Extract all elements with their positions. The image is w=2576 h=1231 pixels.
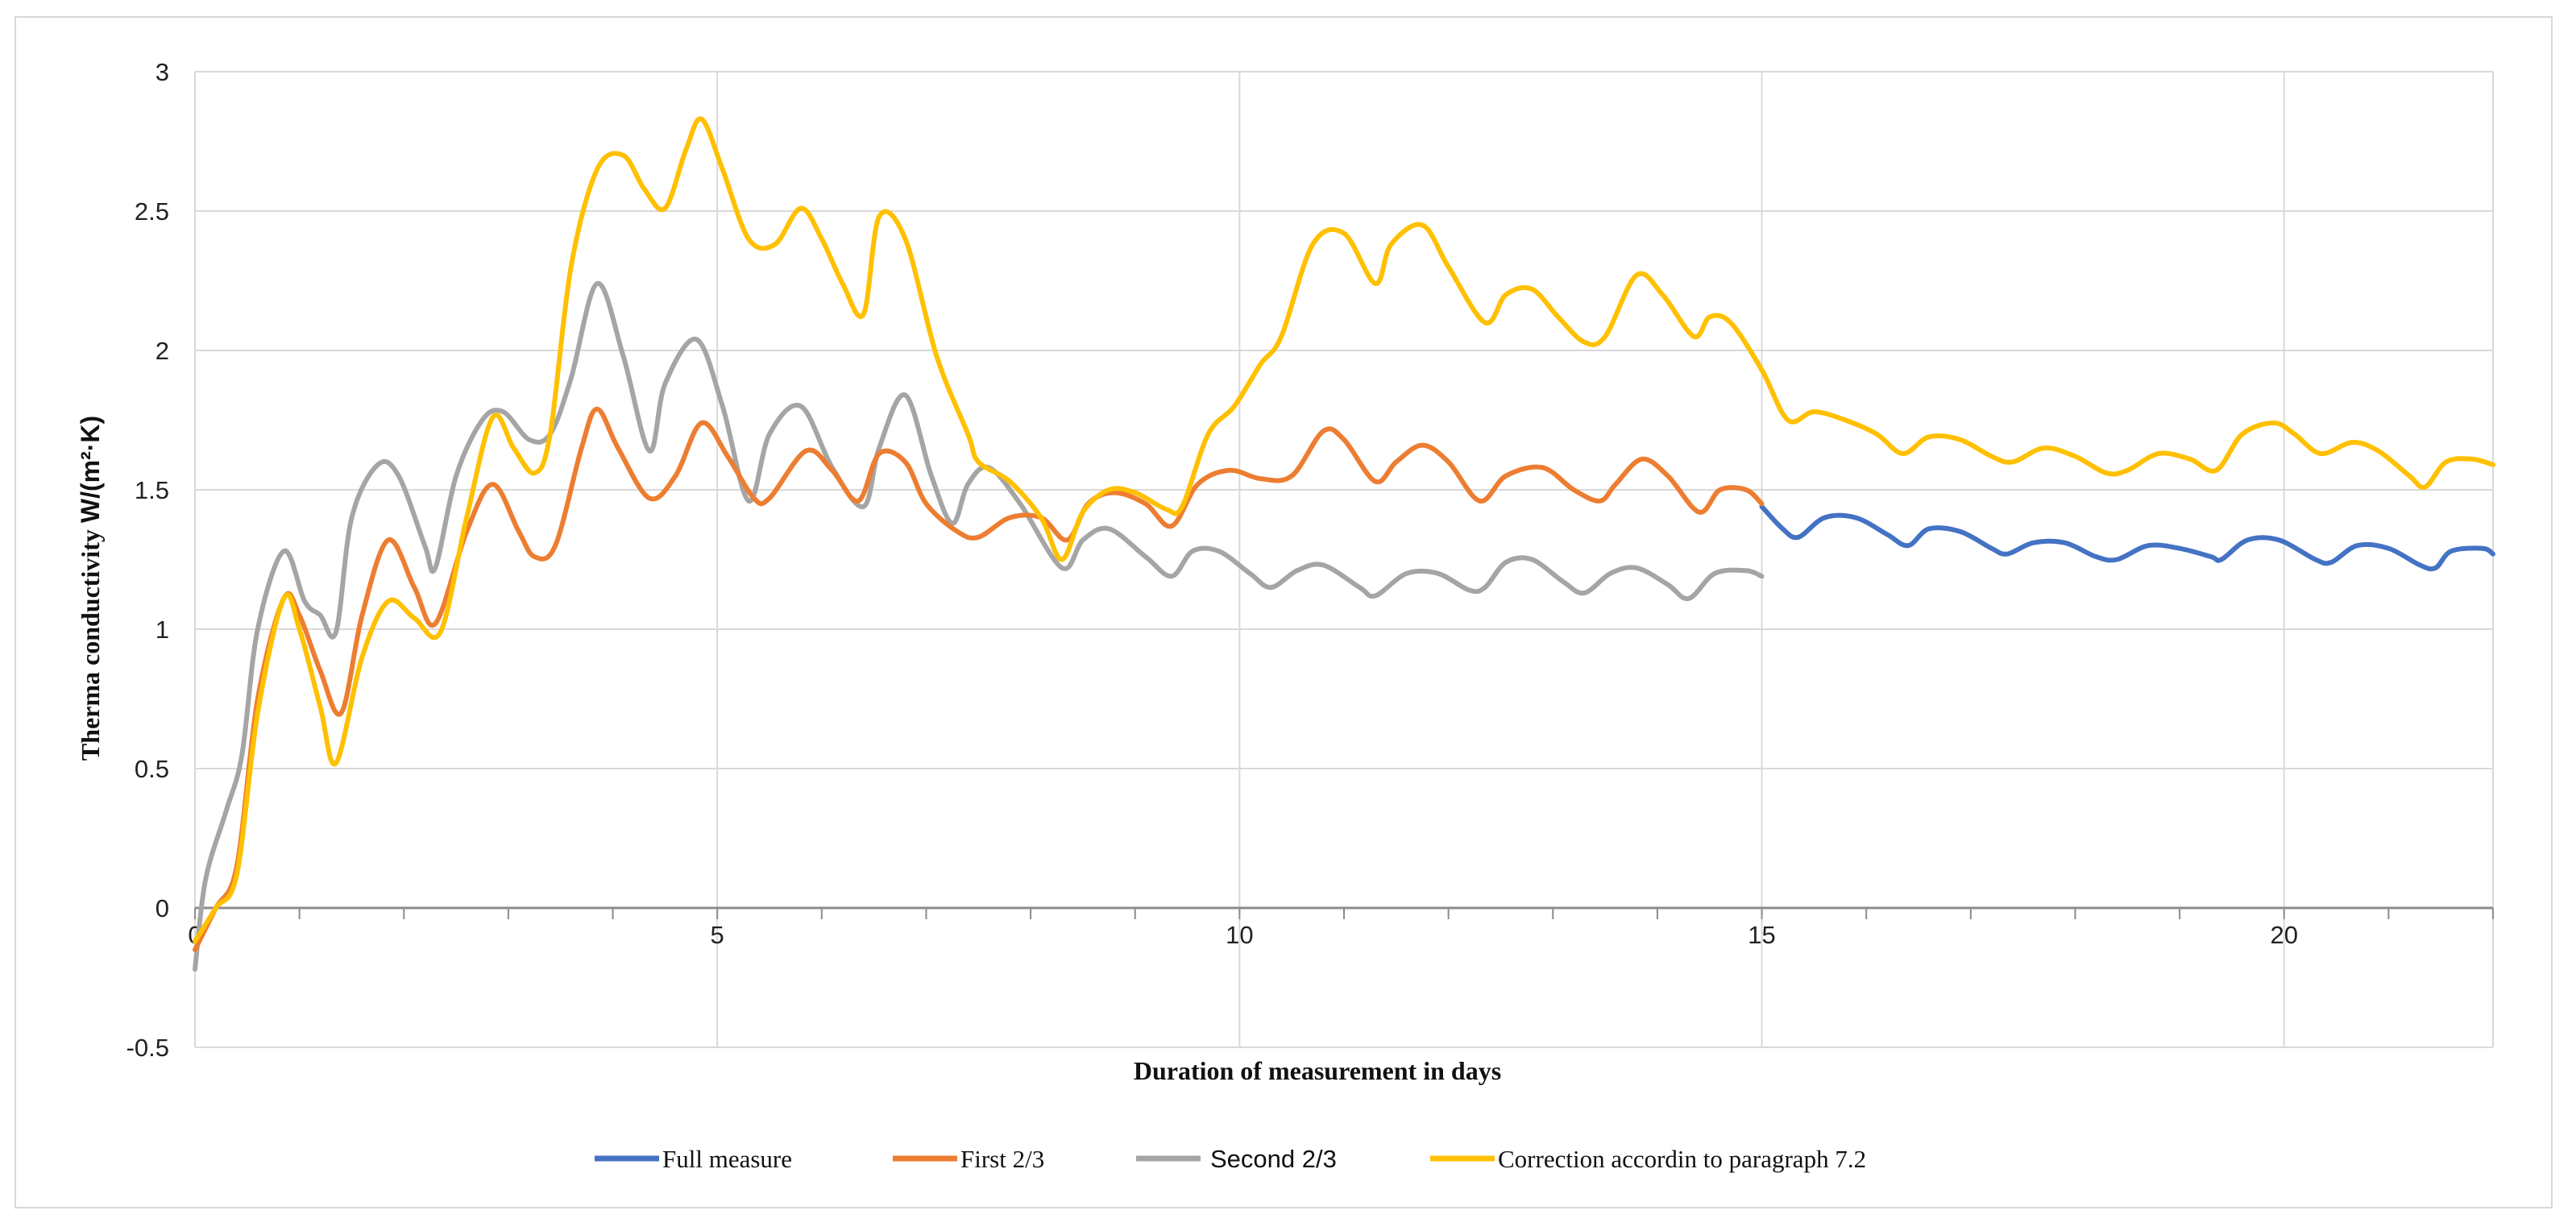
y-tick-label: 1 — [156, 616, 169, 644]
series-lines — [193, 116, 2495, 972]
series-line-full-measure — [1759, 504, 2495, 572]
x-tick-label: 10 — [1226, 921, 1253, 949]
y-tick-label: 0.5 — [135, 755, 169, 783]
y-tick-label: 1.5 — [135, 476, 169, 504]
y-axis-title-text: Therma conductivity — [76, 523, 105, 761]
series-line-first-two-thirds — [193, 406, 1765, 952]
y-tick-label: 0 — [156, 894, 169, 922]
x-axis-title: Duration of measurement in days — [1134, 1056, 1501, 1085]
x-tick-label: 20 — [2270, 921, 2297, 949]
series-line-second-two-thirds — [193, 280, 1765, 972]
chart-frame — [15, 16, 2553, 1208]
y-tick-label: -0.5 — [127, 1034, 169, 1062]
x-tick-label: 5 — [711, 921, 724, 949]
legend-label-correction: Correction accordin to paragraph 7.2 — [1498, 1145, 1866, 1173]
legend-label-full-measure: Full measure — [662, 1145, 792, 1173]
y-tick-label: 3 — [156, 58, 169, 86]
y-axis-title: Therma conductivity W/(m²·K) — [76, 416, 105, 761]
series-line-correction — [193, 116, 2495, 944]
x-tick-label: 15 — [1748, 921, 1775, 949]
legend-label-second-two-thirds: Second 2/3 — [1210, 1145, 1337, 1173]
y-axis-title-unit: W/(m²·K) — [76, 416, 105, 523]
y-tick-label: 2.5 — [135, 197, 169, 226]
y-tick-label: 2 — [156, 337, 169, 365]
legend-label-first-two-thirds: First 2/3 — [960, 1145, 1044, 1173]
legend: Full measure First 2/3 Second 2/3 Correc… — [595, 1145, 1866, 1173]
y-tick-labels: -0.5 0 0.5 1 1.5 2 2.5 3 — [127, 58, 169, 1062]
x-tick-labels: 0 5 10 15 20 — [188, 921, 2298, 949]
axes — [194, 906, 2494, 919]
